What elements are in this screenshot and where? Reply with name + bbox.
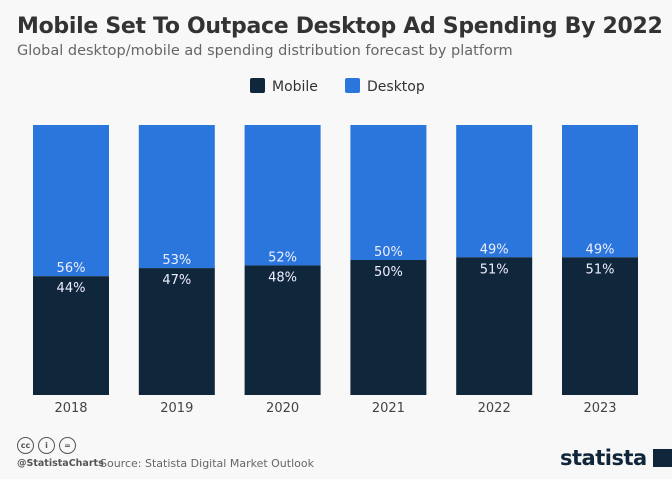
source-text: Source: Statista Digital Market Outlook bbox=[100, 457, 314, 470]
bar-desktop-2018 bbox=[33, 125, 109, 277]
chart-title: Mobile Set To Outpace Desktop Ad Spendin… bbox=[17, 14, 663, 39]
data-label-desktop: 56% bbox=[57, 261, 86, 276]
logo-mark-icon bbox=[652, 449, 672, 467]
logo-text: statista bbox=[560, 446, 647, 470]
x-tick-label: 2019 bbox=[160, 401, 193, 416]
data-label-mobile: 51% bbox=[586, 262, 615, 277]
bar-mobile-2019 bbox=[138, 268, 215, 395]
bar-desktop-2020 bbox=[244, 125, 321, 266]
chart-subtitle: Global desktop/mobile ad spending distri… bbox=[17, 43, 513, 59]
bar-desktop-2022 bbox=[456, 125, 533, 258]
data-label-mobile: 48% bbox=[268, 270, 297, 285]
bar-mobile-2022 bbox=[456, 257, 533, 395]
x-tick-label: 2021 bbox=[372, 401, 405, 416]
bar-desktop-2021 bbox=[350, 125, 427, 260]
data-label-desktop: 53% bbox=[162, 253, 191, 268]
legend-swatch-desktop bbox=[345, 78, 360, 93]
data-label-mobile: 50% bbox=[374, 265, 403, 280]
license-icons: cc i = bbox=[17, 437, 76, 454]
x-tick-label: 2018 bbox=[54, 401, 87, 416]
by-icon: i bbox=[38, 437, 55, 454]
bar-desktop-2023 bbox=[562, 125, 638, 258]
bar-mobile-2023 bbox=[562, 257, 638, 395]
legend-label-mobile: Mobile bbox=[272, 79, 318, 95]
x-tick-label: 2022 bbox=[478, 401, 511, 416]
bar-desktop-2019 bbox=[138, 125, 215, 269]
nd-icon: = bbox=[59, 437, 76, 454]
data-label-mobile: 51% bbox=[480, 262, 509, 277]
legend-label-desktop: Desktop bbox=[367, 79, 425, 95]
data-label-desktop: 49% bbox=[480, 242, 509, 257]
x-tick-label: 2023 bbox=[583, 401, 616, 416]
bar-mobile-2021 bbox=[350, 260, 427, 395]
x-tick-label: 2020 bbox=[266, 401, 299, 416]
cc-icon: cc bbox=[17, 437, 34, 454]
twitter-handle[interactable]: @StatistaCharts bbox=[17, 458, 104, 469]
data-label-mobile: 47% bbox=[162, 273, 191, 288]
data-label-desktop: 52% bbox=[268, 250, 297, 265]
legend-swatch-mobile bbox=[250, 78, 265, 93]
statista-logo[interactable]: statista bbox=[560, 446, 672, 470]
data-label-desktop: 49% bbox=[586, 242, 615, 257]
data-label-desktop: 50% bbox=[374, 245, 403, 260]
bar-mobile-2018 bbox=[33, 276, 109, 395]
bar-mobile-2020 bbox=[244, 265, 321, 395]
data-label-mobile: 44% bbox=[57, 281, 86, 296]
